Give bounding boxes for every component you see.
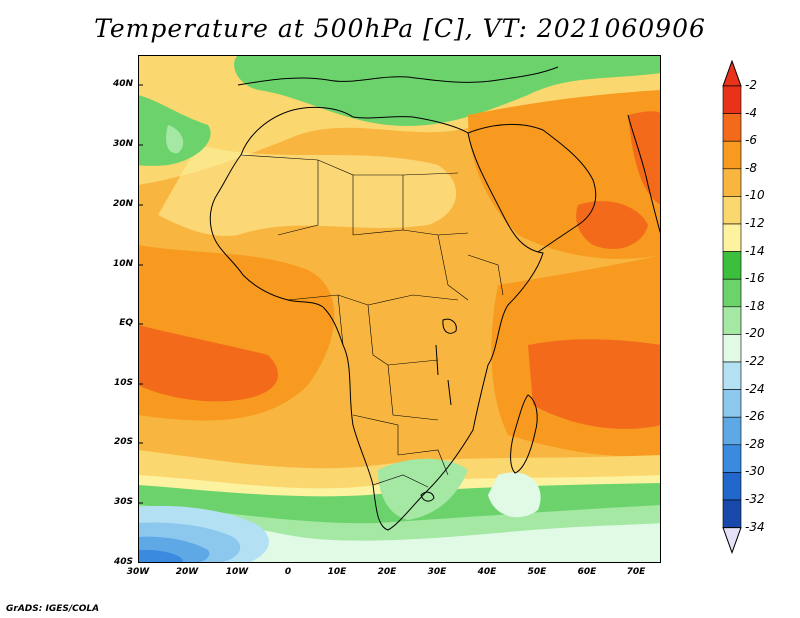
temperature-map <box>138 55 661 563</box>
lat-tick-label: 40N <box>112 79 133 89</box>
madagascar-outline <box>510 394 538 474</box>
colorbar-label: -30 <box>745 464 765 479</box>
colorbar-label: -26 <box>745 409 765 424</box>
colorbar-swatch <box>722 85 742 114</box>
field-southafrica-green <box>378 458 468 520</box>
colorbar-label: -16 <box>745 271 765 286</box>
lon-tick-label: 10E <box>327 567 347 577</box>
axis-ticks <box>138 84 143 563</box>
colorbar-swatch <box>722 223 742 252</box>
colorbar-swatch <box>722 140 742 170</box>
colorbar <box>722 60 742 555</box>
colorbar-label: -24 <box>745 381 765 396</box>
field-atlantic-red <box>138 325 278 402</box>
colorbar-swatch <box>722 334 742 363</box>
lat-tick-label: 10S <box>113 378 133 388</box>
colorbar-label: -10 <box>745 188 765 203</box>
colorbar-label: -14 <box>745 243 765 258</box>
chart-title: Temperature at 500hPa [C], VT: 202106090… <box>94 14 706 43</box>
lake-malawi <box>447 379 452 406</box>
lon-tick-label: 60E <box>577 567 597 577</box>
lat-tick-label: EQ <box>119 318 133 328</box>
lon-tick-label: 10W <box>225 567 249 577</box>
lat-tick-label: 10N <box>112 259 133 269</box>
arabia-outline <box>467 124 597 253</box>
colorbar-swatch <box>722 499 742 528</box>
colorbar-bottom-arrow <box>722 527 742 555</box>
colorbar-swatch <box>722 251 742 280</box>
lon-tick-label: 30W <box>126 567 150 577</box>
lon-tick-label: 50E <box>527 567 547 577</box>
field-south-cyan <box>138 519 661 563</box>
colorbar-swatch <box>722 168 742 197</box>
colorbar-label: -22 <box>745 354 765 368</box>
europe-coast <box>237 66 559 86</box>
lon-tick-label: 0 <box>284 567 292 577</box>
colorbar-label: -18 <box>745 298 765 313</box>
colorbar-label: -34 <box>745 519 765 534</box>
lat-tick-label: 20S <box>113 437 133 447</box>
lat-tick-label: 20N <box>112 199 133 209</box>
credit-label: GrADS: IGES/COLA <box>6 604 100 614</box>
colorbar-label: -28 <box>745 436 765 451</box>
colorbar-label: -20 <box>745 326 765 341</box>
lat-tick-label: 30N <box>112 139 133 149</box>
lat-tick-label: 30S <box>113 497 133 507</box>
colorbar-label: -6 <box>745 133 757 148</box>
lesotho-outline <box>420 491 435 502</box>
country-borders <box>240 154 504 488</box>
field-indian-red <box>528 339 661 429</box>
colorbar-swatch <box>722 389 742 418</box>
colorbar-swatch <box>722 278 742 308</box>
lake-victoria <box>442 318 457 334</box>
lon-tick-label: 20W <box>175 567 199 577</box>
india-coast <box>627 114 661 236</box>
colorbar-label: -8 <box>745 160 757 175</box>
colorbar-swatch <box>722 306 742 335</box>
lon-tick-label: 20E <box>377 567 397 577</box>
colorbar-swatch <box>722 361 742 390</box>
colorbar-swatch <box>722 196 742 225</box>
field-persia-red <box>628 111 661 205</box>
colorbar-label: -4 <box>745 105 757 120</box>
colorbar-label: -32 <box>745 492 765 506</box>
field-north-green <box>234 55 661 126</box>
lon-tick-label: 40E <box>477 567 497 577</box>
map-frame <box>138 55 661 563</box>
africa-outline <box>209 106 544 531</box>
colorbar-swatch <box>722 472 742 501</box>
field-northwest-light <box>166 125 184 154</box>
colorbar-label: -2 <box>745 78 757 92</box>
colorbar-swatch <box>722 444 742 473</box>
field-southeast-cyan <box>488 472 541 518</box>
colorbar-swatch <box>722 416 742 446</box>
colorbar-swatch <box>722 113 742 142</box>
field-southwest-blue4 <box>138 549 183 563</box>
lon-tick-label: 70E <box>626 567 646 577</box>
lat-tick-label: 40S <box>113 557 133 567</box>
colorbar-label: -12 <box>745 216 765 230</box>
field-arabia-red <box>576 201 648 249</box>
colorbar-top-arrow <box>722 60 742 87</box>
lon-tick-label: 30E <box>427 567 447 577</box>
